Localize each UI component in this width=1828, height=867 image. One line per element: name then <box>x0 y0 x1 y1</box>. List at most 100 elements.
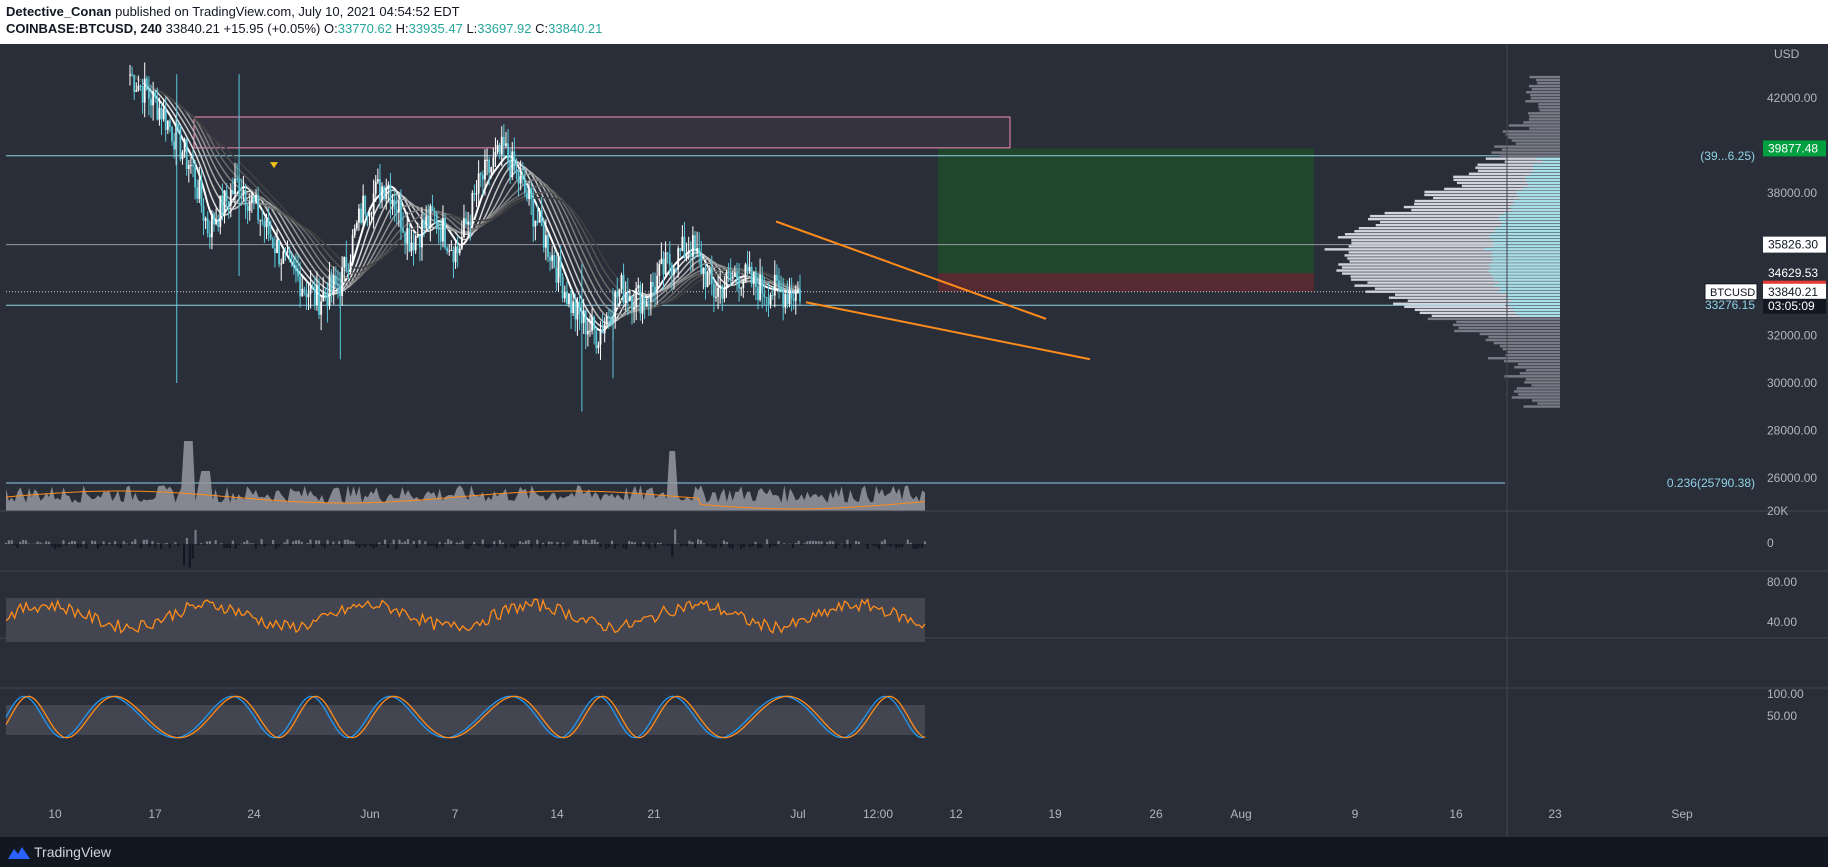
upper-trendline[interactable] <box>775 220 1047 320</box>
candle-body <box>187 165 190 169</box>
candle-body <box>164 108 167 130</box>
candle-body <box>517 170 520 184</box>
time-tick-label: 12:00 <box>863 807 893 821</box>
volume-profile-bar <box>1488 335 1560 339</box>
volume-profile-bar <box>1367 217 1560 221</box>
volume-profile-bar-inner <box>1488 269 1560 272</box>
candle-body <box>379 179 381 201</box>
volume-profile-bar <box>1407 299 1560 302</box>
volume-profile-bar <box>1511 396 1560 399</box>
close-value: 33840.21 <box>548 21 603 36</box>
volume-profile-bar-inner <box>1499 214 1560 218</box>
volume-profile-bar <box>1519 372 1560 375</box>
candle-body <box>366 214 369 217</box>
volume-profile-bar <box>1456 320 1560 324</box>
symbol-label[interactable]: COINBASE:BTCUSD, 240 <box>6 21 163 36</box>
candle-body <box>286 250 289 252</box>
supply-box[interactable] <box>193 116 1011 149</box>
candle-body <box>618 289 621 297</box>
candle-body <box>257 195 260 220</box>
candle-body <box>158 107 161 120</box>
volume-profile-bar <box>1468 172 1560 175</box>
volume-profile-bar-inner <box>1527 181 1560 185</box>
candle-body <box>200 179 203 206</box>
candle-body <box>563 291 566 299</box>
candle-body <box>595 329 598 349</box>
candle-body <box>536 220 539 223</box>
candle-body <box>169 120 171 127</box>
volume-profile-bar <box>1342 272 1560 275</box>
volume-profile-bar <box>1528 118 1560 121</box>
candle-body <box>477 173 480 194</box>
candle-body <box>154 91 157 98</box>
profit-zone[interactable] <box>938 148 1314 274</box>
currency-label[interactable]: USD <box>1774 47 1800 61</box>
countdown-tag <box>1763 298 1826 314</box>
loss-zone[interactable] <box>938 273 1314 292</box>
candle-body <box>498 144 501 155</box>
volume-profile-bar-inner <box>1497 290 1560 293</box>
time-tick-label: Aug <box>1230 807 1251 821</box>
candle-body <box>408 228 411 252</box>
candle-body <box>589 330 591 332</box>
candle-body <box>664 252 667 275</box>
chart-canvas[interactable]: 0.236(25790.38) 33276.15 (39...6.25) 42000… <box>0 44 1828 837</box>
trendlines[interactable] <box>270 162 1091 361</box>
candle-body <box>652 281 654 287</box>
candle-body <box>337 283 339 286</box>
volume-profile-bar <box>1511 139 1560 142</box>
candle-body <box>301 288 304 297</box>
time-tick-label: 21 <box>647 807 661 821</box>
candle-body <box>460 236 463 249</box>
candle-body <box>633 307 635 310</box>
price-tag-label: 35826.30 <box>1768 238 1818 252</box>
symbol-badge[interactable] <box>1704 283 1758 301</box>
close-label: C: <box>535 21 549 36</box>
candle-body <box>574 301 577 320</box>
candle-body <box>635 288 638 308</box>
candle-body <box>299 276 302 297</box>
chart-svg[interactable]: 0.236(25790.38) 33276.15 (39...6.25) 42000… <box>0 44 1828 837</box>
candle-body <box>345 257 348 272</box>
volume-profile-bar-inner <box>1513 202 1560 206</box>
price-tag[interactable] <box>1763 236 1826 253</box>
volume-profile-bar-inner <box>1510 205 1560 209</box>
volume-profile-bar-inner <box>1522 187 1560 191</box>
candle-body <box>433 210 436 214</box>
candle-body <box>555 267 558 283</box>
candle-body <box>215 221 218 225</box>
volume-profile-bar <box>1374 287 1560 290</box>
candle-body <box>647 301 650 303</box>
candle-body <box>416 235 419 237</box>
candle-body <box>271 238 274 249</box>
fib-label: (39...6.25) <box>1700 149 1755 163</box>
footer-brand[interactable]: TradingView <box>34 844 112 860</box>
candle-body <box>769 294 772 305</box>
volume-profile-bar-inner <box>1506 302 1560 305</box>
candle-body <box>246 205 249 211</box>
candle-body <box>284 250 287 252</box>
candle-body <box>515 169 518 171</box>
risk-reward-zones[interactable] <box>193 116 1314 292</box>
candle-body <box>486 159 488 161</box>
horizontal-levels[interactable]: 0.236(25790.38) 33276.15 (39...6.25) <box>6 149 1755 490</box>
author-name[interactable]: Detective_Conan <box>6 4 112 19</box>
price-change: +15.95 (+0.05%) <box>223 21 321 36</box>
time-tick-label: 16 <box>1449 807 1463 821</box>
candle-body <box>547 235 549 258</box>
candle-body <box>265 217 268 228</box>
candle-body <box>160 107 163 120</box>
lower-trendline[interactable] <box>805 301 1091 361</box>
candle-body <box>383 186 386 200</box>
candle-body <box>391 199 394 205</box>
price-tag[interactable] <box>1763 265 1826 282</box>
candle-body <box>616 291 619 297</box>
volume-profile-bar <box>1530 97 1560 100</box>
time-tick-label: Sep <box>1671 807 1693 821</box>
candle-body <box>712 284 715 298</box>
candle-body <box>750 266 753 284</box>
price-tag[interactable] <box>1763 283 1826 300</box>
volume-profile-bar <box>1504 360 1560 363</box>
candle-body <box>150 98 152 106</box>
price-tag[interactable] <box>1763 140 1826 157</box>
